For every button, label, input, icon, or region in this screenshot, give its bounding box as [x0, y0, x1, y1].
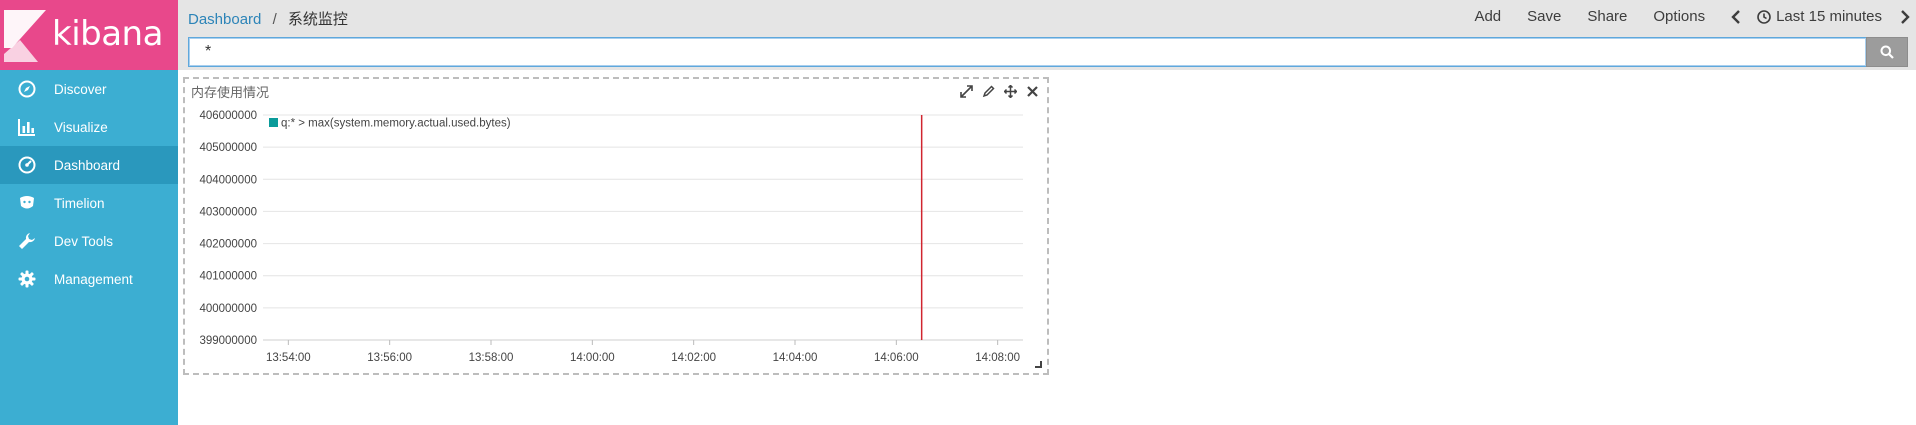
panel-resize-handle[interactable]	[1035, 361, 1042, 368]
x-tick-label: 14:00:00	[570, 352, 615, 364]
clock-icon	[1757, 9, 1771, 24]
x-axis-labels: 13:54:00 13:56:00 13:58:00 14:00:00 14:02:00…	[266, 352, 1020, 364]
kibana-logo-icon	[4, 10, 46, 62]
y-tick-label: 403000000	[199, 206, 257, 218]
y-grid	[263, 114, 1023, 341]
time-picker-button[interactable]: Last 15 minutes	[1757, 8, 1882, 25]
sidebar-item-dev-tools[interactable]: Dev Tools	[0, 222, 178, 260]
expand-panel-button[interactable]	[955, 83, 977, 99]
sidebar-item-label: Timelion	[54, 195, 105, 211]
sidebar-item-label: Dev Tools	[54, 233, 114, 249]
search-input[interactable]	[188, 37, 1866, 67]
top-nav-bar: Dashboard / 系统监控 Add Save Share Options …	[178, 0, 1916, 70]
breadcrumb-dashboard-link[interactable]: Dashboard	[188, 11, 262, 28]
time-forward-button[interactable]	[1900, 9, 1910, 24]
expand-icon	[959, 84, 973, 98]
panel-toolbar	[955, 83, 1043, 99]
y-tick-label: 399000000	[199, 335, 257, 347]
options-button[interactable]: Options	[1653, 8, 1706, 25]
x-tick-label: 14:06:00	[874, 352, 919, 364]
search-icon	[1880, 45, 1894, 59]
sidebar-item-label: Management	[54, 271, 133, 287]
gear-icon	[0, 270, 54, 288]
top-actions: Add Save Share Options Last 15 minutes	[1448, 8, 1916, 25]
bar-chart-icon	[0, 118, 54, 136]
chevron-right-icon	[1901, 9, 1910, 24]
logo-text: kibana	[52, 14, 163, 54]
wrench-icon	[0, 232, 54, 250]
sidebar-nav: Discover Visualize Dashboard Timelion	[0, 70, 178, 298]
panel-title: 内存使用情况	[191, 85, 270, 100]
x-tick-label: 13:58:00	[469, 352, 514, 364]
sidebar-item-visualize[interactable]: Visualize	[0, 108, 178, 146]
y-tick-label: 400000000	[199, 303, 257, 315]
close-icon	[1026, 85, 1038, 97]
timelion-icon	[0, 194, 54, 212]
sidebar-item-label: Visualize	[54, 119, 108, 135]
chart-legend[interactable]: q:* > max(system.memory.actual.used.byte…	[269, 118, 511, 130]
move-icon	[1003, 84, 1017, 98]
x-tick-label: 14:02:00	[671, 352, 716, 364]
breadcrumb-current: 系统监控	[287, 11, 348, 28]
sidebar-item-label: Dashboard	[54, 157, 121, 173]
legend-swatch	[269, 118, 278, 127]
pencil-icon	[982, 84, 995, 97]
remove-panel-button[interactable]	[1021, 83, 1043, 99]
sidebar-item-label: Discover	[54, 81, 107, 97]
x-axis	[263, 339, 1023, 345]
sidebar-item-management[interactable]: Management	[0, 260, 178, 298]
sidebar-item-dashboard[interactable]: Dashboard	[0, 146, 178, 184]
memory-usage-chart: 406000000 405000000 404000000 403000000 4020…	[199, 110, 1023, 364]
search-button[interactable]	[1866, 37, 1908, 67]
x-tick-label: 13:54:00	[266, 352, 311, 364]
y-tick-label: 401000000	[199, 271, 257, 283]
y-axis-labels: 406000000 405000000 404000000 403000000 4020…	[199, 110, 257, 347]
compass-icon	[0, 80, 54, 98]
x-tick-label: 14:08:00	[975, 352, 1020, 364]
chevron-left-icon	[1731, 9, 1740, 24]
share-button[interactable]: Share	[1587, 8, 1628, 25]
time-back-button[interactable]	[1731, 9, 1741, 24]
legend-label[interactable]: q:* > max(system.memory.actual.used.byte…	[281, 118, 511, 130]
kibana-logo[interactable]: kibana	[0, 0, 178, 70]
y-tick-label: 405000000	[199, 142, 257, 154]
dashboard-panel[interactable]: 内存使用情况 406000000 405000000 404000000 403000…	[183, 77, 1049, 375]
breadcrumb-separator: /	[272, 11, 277, 28]
sidebar: kibana Discover Visualize Dashboard	[0, 0, 178, 425]
y-tick-label: 404000000	[199, 174, 257, 186]
move-panel-button[interactable]	[999, 83, 1021, 99]
dashboard-gauge-icon	[0, 156, 54, 174]
query-bar	[188, 37, 1908, 67]
y-tick-label: 406000000	[199, 110, 257, 122]
edit-panel-button[interactable]	[977, 83, 999, 99]
time-range-label: Last 15 minutes	[1776, 8, 1882, 25]
save-button[interactable]: Save	[1527, 8, 1562, 25]
breadcrumb: Dashboard / 系统监控	[188, 8, 348, 29]
add-button[interactable]: Add	[1474, 8, 1502, 25]
x-tick-label: 14:04:00	[773, 352, 818, 364]
y-tick-label: 402000000	[199, 239, 257, 251]
sidebar-item-discover[interactable]: Discover	[0, 70, 178, 108]
sidebar-item-timelion[interactable]: Timelion	[0, 184, 178, 222]
x-tick-label: 13:56:00	[367, 352, 412, 364]
